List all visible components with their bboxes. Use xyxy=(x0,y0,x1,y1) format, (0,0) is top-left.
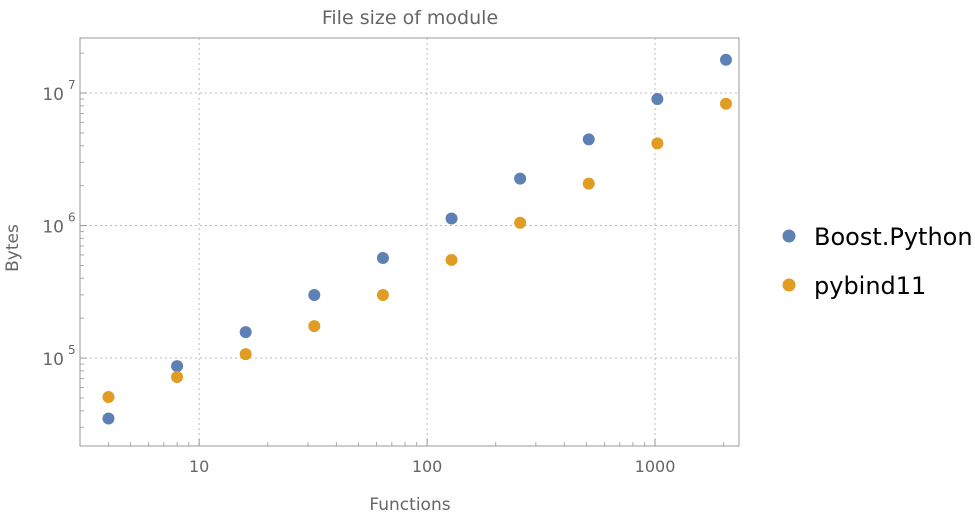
data-point xyxy=(719,97,732,110)
legend-label: Boost.Python xyxy=(814,223,973,251)
x-tick-label: 10 xyxy=(189,457,209,476)
y-tick-label: 10 xyxy=(42,350,64,370)
x-tick-label: 100 xyxy=(412,457,443,476)
data-point xyxy=(651,93,664,106)
y-tick-label: 10 xyxy=(42,218,64,238)
chart-title: File size of module xyxy=(322,7,498,29)
legend-label: pybind11 xyxy=(814,272,926,300)
legend-marker xyxy=(782,229,796,243)
data-point xyxy=(171,360,184,373)
data-point xyxy=(582,133,595,146)
data-point xyxy=(308,289,321,302)
x-tick-label: 1000 xyxy=(635,457,676,476)
data-point xyxy=(376,289,389,302)
data-point xyxy=(102,391,115,404)
data-point xyxy=(239,326,252,339)
y-tick-exponent: 6 xyxy=(68,211,76,225)
data-point xyxy=(308,320,321,333)
grid xyxy=(80,38,739,446)
y-tick-exponent: 7 xyxy=(68,78,76,92)
legend-marker xyxy=(782,278,796,292)
y-axis-label: Bytes xyxy=(3,224,23,272)
data-point xyxy=(376,251,389,264)
y-tick-exponent: 5 xyxy=(68,343,76,357)
data-point xyxy=(651,137,664,150)
data-point xyxy=(514,172,527,185)
data-point xyxy=(239,348,252,361)
plot-frame xyxy=(79,37,740,447)
data-point xyxy=(514,216,527,229)
y-tick-label: 10 xyxy=(42,85,64,105)
data-point xyxy=(171,370,184,383)
data-point xyxy=(445,253,458,266)
data-point xyxy=(445,212,458,225)
points xyxy=(102,53,732,425)
legend: Boost.Python pybind11 xyxy=(782,223,973,300)
ticks: 10 100 1000 10 5 10 6 10 7 xyxy=(42,52,725,476)
data-point xyxy=(582,177,595,190)
x-axis-label: Functions xyxy=(369,495,450,513)
data-point xyxy=(719,53,732,66)
data-point xyxy=(102,412,115,425)
